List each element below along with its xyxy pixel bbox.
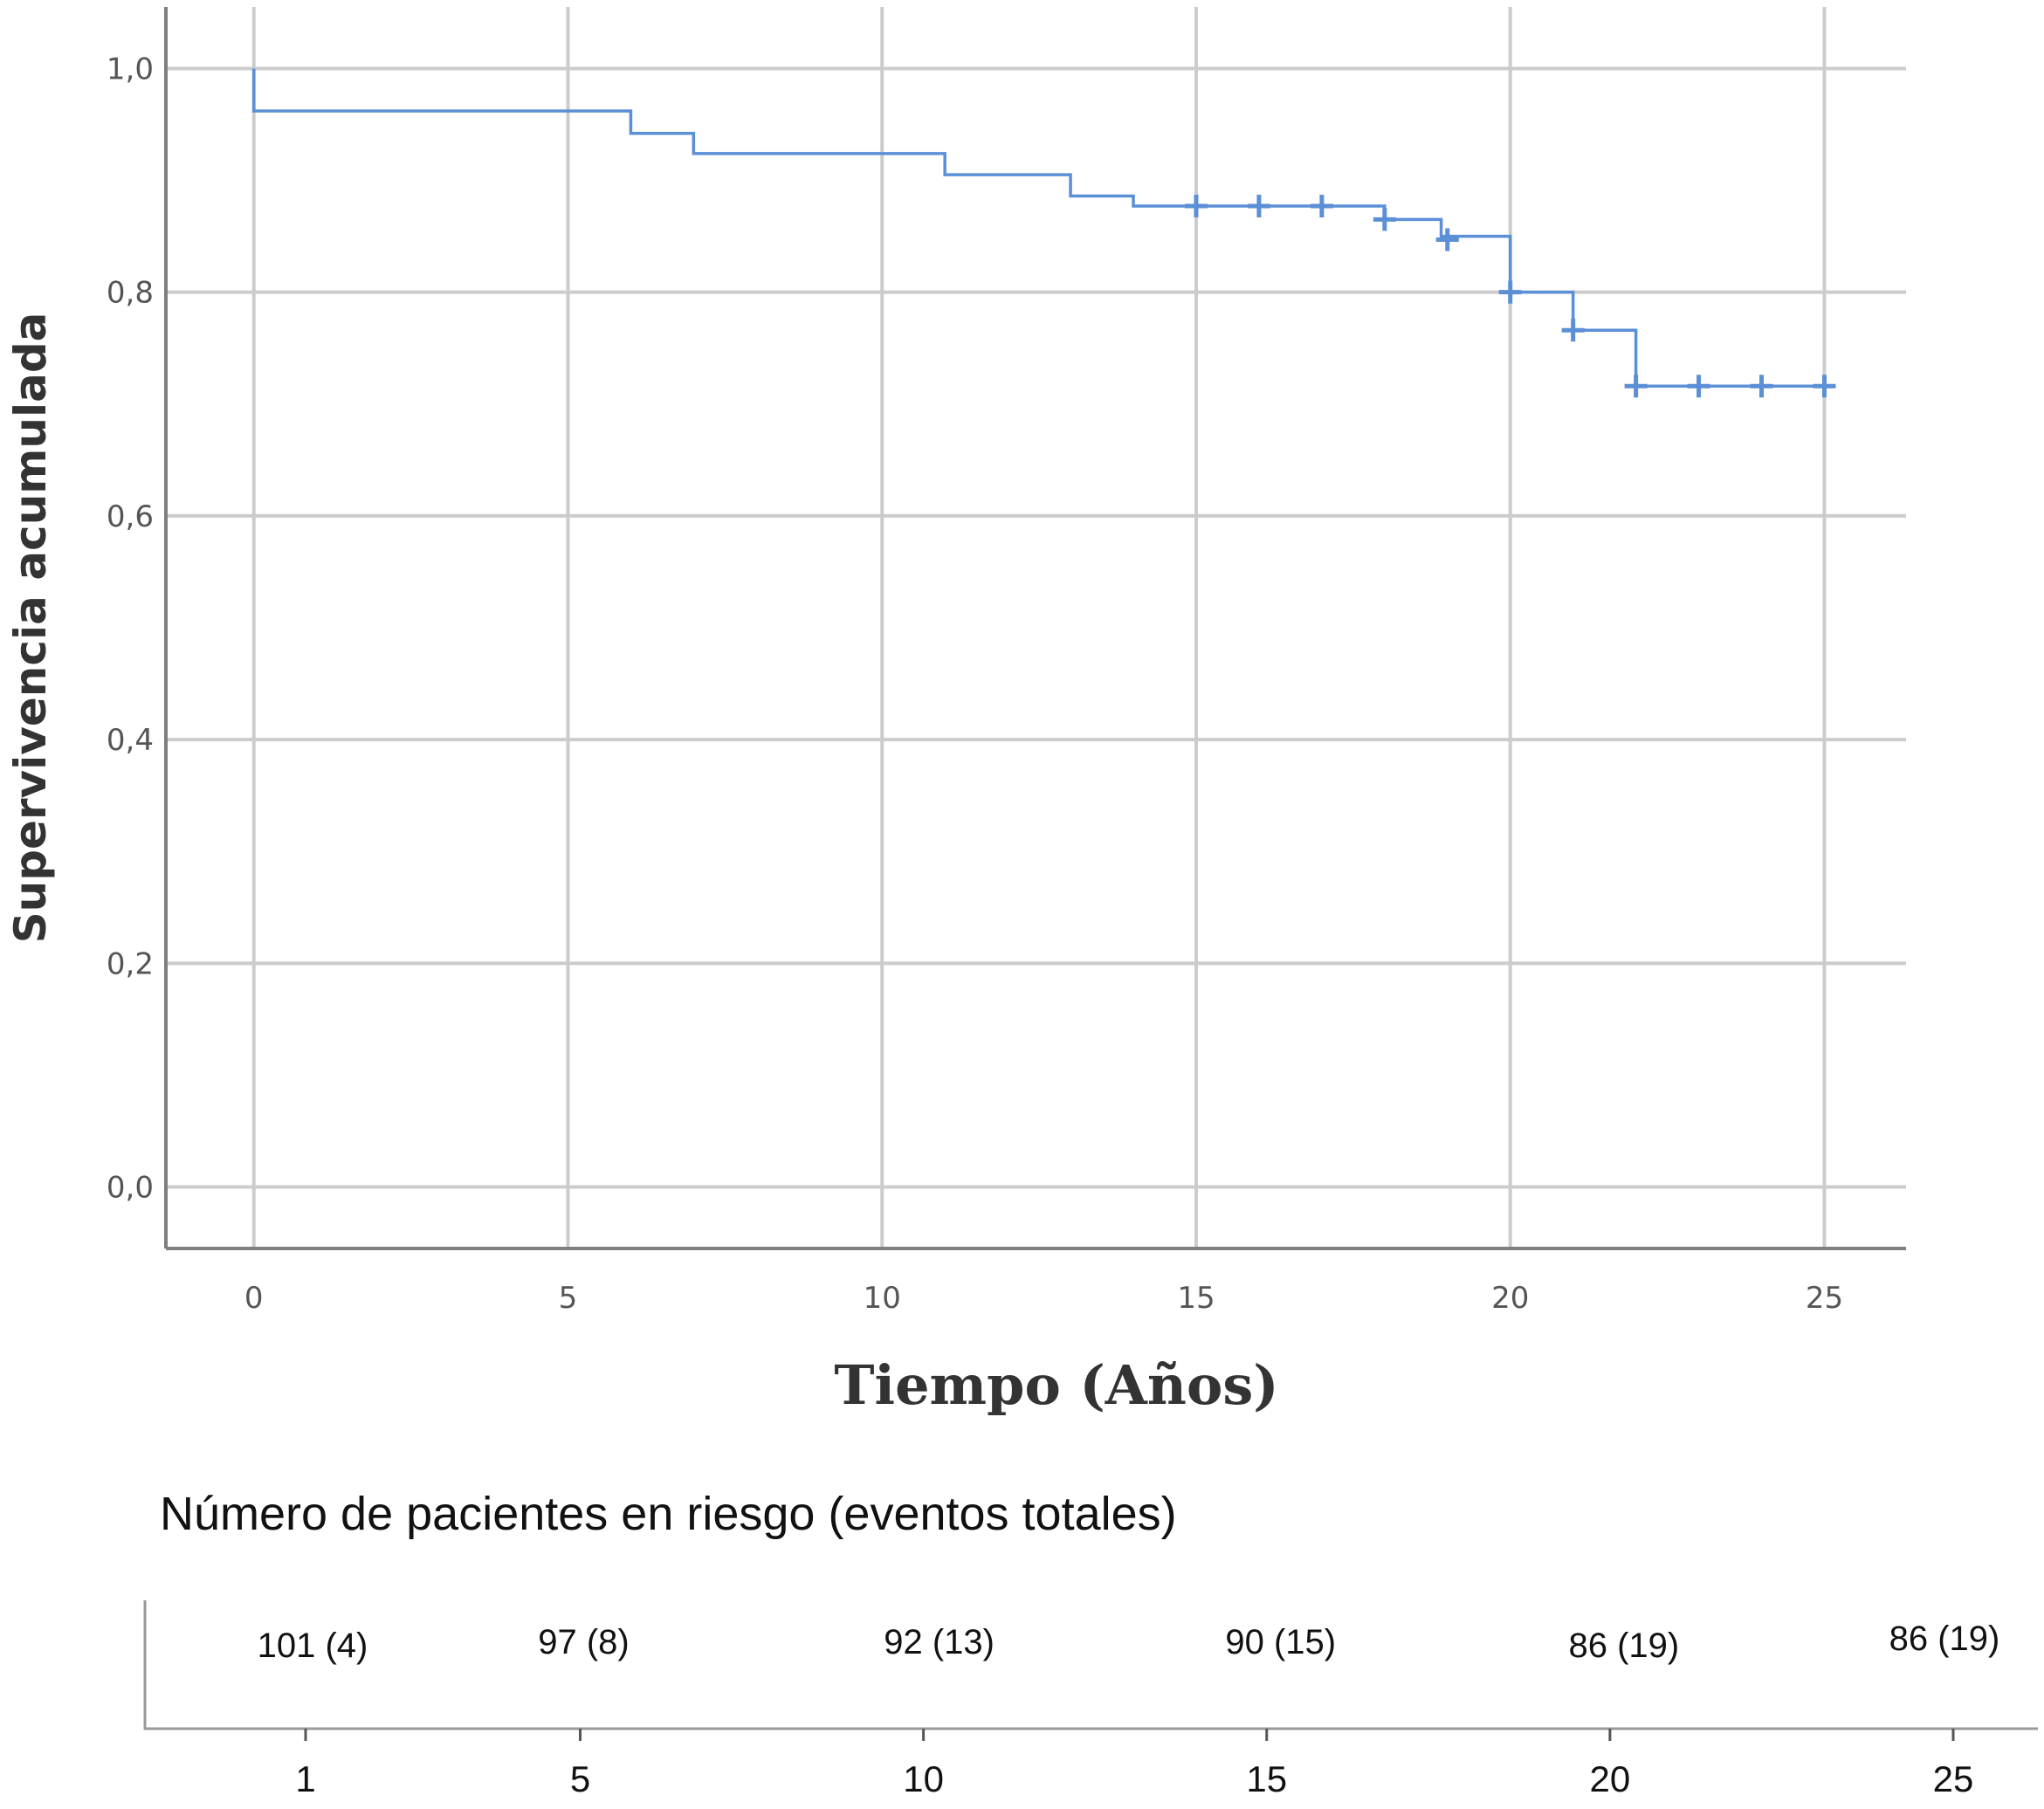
y-tick-label: 0,6 [107, 499, 154, 534]
censor-mark [1561, 319, 1585, 342]
risk-table-axis [143, 1600, 2038, 1730]
y-tick-label: 0,4 [107, 723, 154, 758]
censor-mark [1435, 228, 1459, 251]
curve-layer [251, 68, 1825, 389]
censor-mark [1750, 375, 1773, 398]
censor-mark [1687, 375, 1710, 398]
risk-table: Número de pacientes en riesgo (eventos t… [143, 1488, 2038, 1799]
risk-tick-label: 1 [295, 1758, 315, 1799]
censor-layer [1184, 195, 1836, 398]
x-tick-label: 20 [1491, 1281, 1529, 1316]
y-tick-label: 1,0 [107, 52, 154, 86]
risk-tick-label: 10 [903, 1758, 944, 1799]
kaplan-meier-chart: 0,0 0,2 0,4 0,6 0,8 1,0 0 5 10 15 20 25 Supervivenc… [5, 7, 1906, 1417]
censor-mark [1624, 375, 1648, 398]
y-tick-label: 0,2 [107, 946, 154, 981]
censor-mark [1813, 375, 1836, 398]
risk-table-title: Número de pacientes en riesgo (eventos t… [160, 1488, 1177, 1540]
risk-axis-layer: 1 5 10 15 20 25 [143, 1600, 2038, 1799]
risk-value: 86 (19) [1889, 1620, 2000, 1658]
survival-curve [251, 68, 1825, 389]
risk-value: 90 (15) [1225, 1623, 1336, 1661]
risk-tick-label: 20 [1590, 1758, 1631, 1799]
x-tick-label: 15 [1177, 1281, 1215, 1316]
x-tick-label: 5 [559, 1281, 578, 1316]
risk-values-layer: 101 (4) 97 (8) 92 (13) 90 (15) 86 (19) 86 (19… [258, 1620, 2000, 1665]
axis-layer: 0,0 0,2 0,4 0,6 0,8 1,0 0 5 10 15 20 25 [107, 7, 1906, 1316]
y-axis-label: Supervivencia acumulada [5, 313, 56, 944]
censor-mark [1498, 280, 1522, 304]
risk-tick-label: 15 [1246, 1758, 1287, 1799]
x-tick-label: 0 [244, 1281, 264, 1316]
risk-value: 97 (8) [538, 1623, 630, 1661]
y-tick-label: 0,0 [107, 1171, 154, 1206]
grid-layer [166, 7, 1906, 1248]
risk-value: 86 (19) [1569, 1627, 1680, 1665]
risk-value: 92 (13) [884, 1623, 994, 1661]
risk-tick-label: 25 [1933, 1758, 1974, 1799]
x-axis-label: Tiempo (Años) [834, 1353, 1278, 1417]
censor-mark [1247, 195, 1270, 218]
x-tick-label: 25 [1806, 1281, 1843, 1316]
censor-mark [1310, 195, 1333, 218]
risk-value: 101 (4) [258, 1627, 368, 1665]
risk-tick-label: 5 [570, 1758, 590, 1799]
x-tick-label: 10 [864, 1281, 901, 1316]
y-tick-label: 0,8 [107, 276, 154, 311]
censor-mark [1373, 208, 1396, 231]
censor-mark [1184, 195, 1208, 218]
